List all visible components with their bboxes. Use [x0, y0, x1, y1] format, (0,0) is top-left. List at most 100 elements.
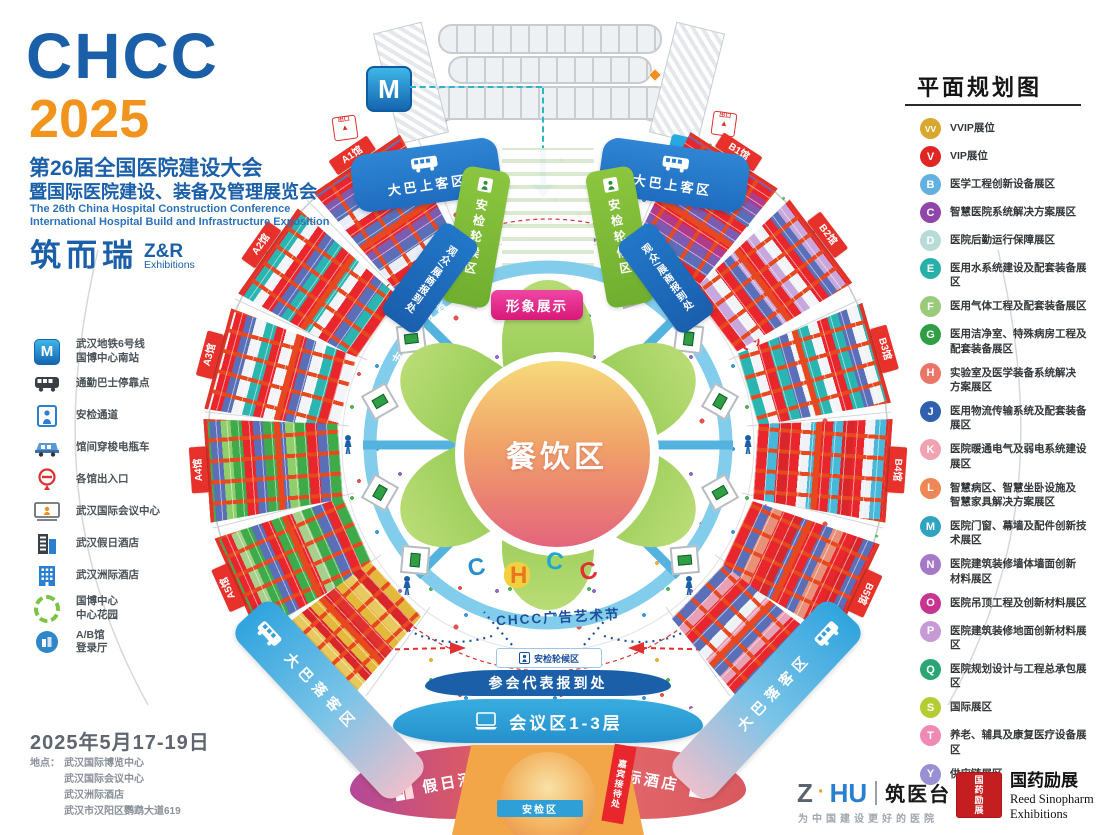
legend-zone-e: E 医用水系统建设及配套装备展区 [920, 258, 1092, 289]
zhu-logo-dot: · [817, 781, 825, 803]
zone-badge: J [920, 401, 941, 423]
image-display-banner: 形象展示 [491, 290, 583, 320]
security-gate-icon [603, 177, 619, 193]
transport-legend: M 武汉地铁6号线 国博中心南站 通勤巴士停靠点 安检通道 馆间穿梭电瓶车 各馆… [34, 338, 244, 656]
dining-area: 餐饮区 [455, 352, 659, 556]
reed-name-en1: Reed Sinopharm [1010, 791, 1094, 806]
legend-zone-c: C 智慧医院系统解决方案展区 [920, 202, 1092, 223]
reed-sinopharm-logo: 国药励展 国药励展 Reed Sinopharm Exhibitions [956, 771, 1094, 821]
legend-item-entrance: 各馆出入口 [34, 467, 244, 493]
event-title-en-1: The 26th China Hospital Construction Con… [30, 203, 291, 215]
legend-item-shuttle: 馆间穿梭电瓶车 [34, 435, 244, 461]
brand-logo: CHCC [26, 20, 219, 92]
bus-dropoff-left: 大巴落客区 [229, 595, 430, 805]
zone-badge: B [920, 174, 941, 195]
zone-badge: V [920, 146, 941, 167]
zhu-logo-hu: HU [829, 777, 868, 808]
bus-icon [662, 155, 690, 173]
legend-item-metro: M 武汉地铁6号线 国博中心南站 [34, 338, 244, 365]
zone-badge: N [920, 554, 941, 576]
laptop-icon [475, 712, 498, 730]
art-letter-h: H [510, 562, 528, 589]
metro-icon: M [34, 338, 60, 365]
event-title-cn-1: 第26届全国医院建设大会 [29, 157, 263, 180]
organizer-sub: Exhibitions [144, 259, 195, 271]
legend-item-security: 安检通道 [34, 403, 244, 429]
metro-route-dash-v [542, 88, 544, 180]
metro-station-icon: M [366, 66, 412, 112]
entrance-canopy-middle [448, 56, 652, 84]
entrance-icon [38, 468, 56, 491]
legend-zone-p: P 医院建筑装修地面创新材料展区 [920, 620, 1092, 652]
entry-corridor-crosswalk [502, 148, 594, 276]
zone-badge: D [920, 230, 941, 251]
zhu-logo-z: Z [797, 777, 813, 808]
security-queue-right: 安检轮候区 [584, 164, 656, 310]
address-lines: 武汉国际博览中心 武汉国际会议中心 武汉洲际酒店 武汉市汉阳区鹦鹉大道619 [64, 758, 181, 817]
security-gate-icon [477, 177, 493, 193]
zone-badge: T [920, 725, 941, 747]
bus-boarding-label: 大巴上客区 [386, 172, 469, 199]
conference-center-icon [34, 502, 60, 522]
legend-zone-vip: V VIP展位 [920, 146, 1092, 167]
shuttle-cart-icon [35, 443, 59, 457]
organizer-logo: 筑而瑞 Z&R Exhibitions [30, 240, 195, 271]
legend-zone-d: D 医院后勤运行保障展区 [920, 230, 1092, 251]
art-letter-blob [504, 562, 530, 588]
security-gate-icon [37, 405, 57, 428]
legend-zone-f: F 医用气体工程及配套装备展区 [920, 296, 1092, 318]
bus-dropoff-right: 大巴落客区 [666, 595, 867, 805]
legend-zone-vvip: VV VVIP展位 [920, 118, 1092, 139]
dining-area-label: 餐饮区 [506, 441, 608, 474]
display-screen [400, 544, 431, 576]
zone-badge: Y [920, 763, 941, 785]
conference-area-band: 会议区1-3层 [393, 699, 703, 743]
bus-icon [257, 621, 282, 646]
holiday-inn-icon [38, 534, 56, 555]
zhu-name: 筑医台 [885, 784, 952, 806]
zone-badge: C [920, 202, 941, 223]
plan-legend: VV VVIP展位 V VIP展位 B 医学工程创新设备展区 C 智慧医院系统解决方案展… [920, 118, 1092, 785]
zone-badge: K [920, 439, 941, 461]
zone-badge: Q [920, 659, 941, 681]
logo-divider [875, 780, 878, 805]
legend-item-intercontinental: 武汉洲际酒店 [34, 563, 244, 589]
legend-zone-k: K 医院暖通电气及弱电系统建设展区 [920, 439, 1092, 470]
garden-icon [34, 594, 60, 623]
entrance-canopy-lower [430, 86, 670, 120]
organizer-name-cn: 筑而瑞 [30, 238, 138, 273]
legend-item-holiday-inn: 武汉假日酒店 [34, 531, 244, 557]
conference-area-label: 会议区1-3层 [509, 713, 623, 733]
vip-reception-label: 嘉宾接待处 [609, 758, 628, 810]
bus-boarding-right: 大巴上客区 [596, 135, 752, 215]
zone-badge: S [920, 697, 941, 719]
art-letter-c1: C [465, 552, 488, 583]
zone-badge: H [920, 362, 941, 384]
organizer-brand: Z&R [144, 241, 184, 262]
delegate-registration-band: 参会代表报到处 [425, 670, 671, 696]
security-gate-icon [518, 652, 530, 664]
legend-zone-l: L 智慧病区、智慧坐卧设施及 智慧家具解决方案展区 [920, 477, 1092, 509]
legend-zone-b: B 医学工程创新设备展区 [920, 174, 1092, 195]
legend-zone-h: H 实验室及医学装备系统解决 方案展区 [920, 362, 1092, 394]
legend-zone-j: J 医用物流传输系统及配套装备展区 [920, 401, 1092, 432]
intercontinental-icon [39, 566, 55, 587]
zone-badge: P [920, 620, 941, 642]
bus-icon [410, 155, 438, 173]
legend-zone-q: Q 医院规划设计与工程总承包展区 [920, 659, 1092, 690]
entrance-canopy-upper [438, 24, 662, 54]
legend-zone-o: O 医院吊顶工程及创新材料展区 [920, 592, 1092, 614]
security-wait-badge: 安检轮候区 [496, 648, 602, 668]
hall-tag-b4: B4馆 [887, 445, 908, 493]
legend-zone-t: T 养老、辅具及康复医疗设备展区 [920, 725, 1092, 756]
event-title-en-2: International Hospital Build and Infrast… [30, 216, 330, 228]
metro-route-dash-h [410, 86, 542, 88]
zone-badge: F [920, 296, 941, 318]
legend-zone-g: G 医用洁净室、特殊病房工程及 配套装备展区 [920, 324, 1092, 355]
reed-seal-icon: 国药励展 [956, 772, 1002, 818]
art-letter-c2: C [544, 546, 566, 577]
zhu-logo: Z · HU 筑医台 [797, 778, 951, 807]
chcc-art-installation: C H C C [465, 546, 628, 596]
zone-badge: L [920, 477, 941, 499]
